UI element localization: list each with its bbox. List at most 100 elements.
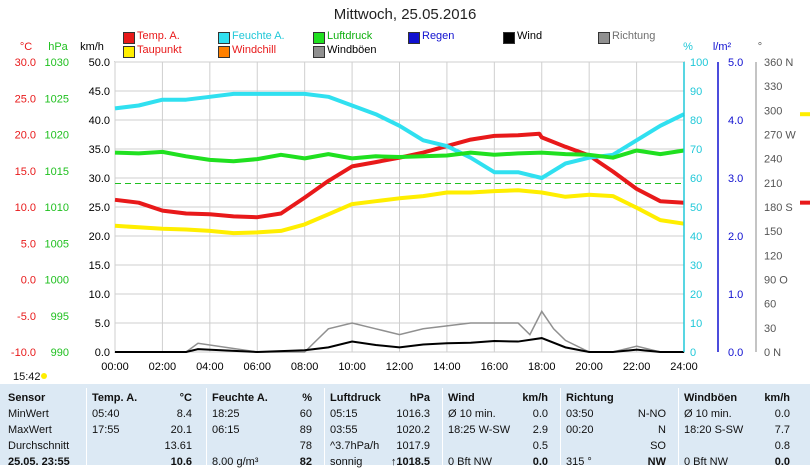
x-tick-label: 06:00 [243, 361, 271, 373]
axis-tick-label-wind: 0.0 [95, 347, 110, 359]
axis-tick-label-direction: 210 [764, 178, 782, 190]
axis-tick-label-wind: 20.0 [89, 231, 110, 243]
chart-title: Mittwoch, 25.05.2016 [333, 6, 477, 23]
axis-tick-label-wind: 45.0 [89, 86, 110, 98]
axis-tick-label-direction: 90 O [764, 275, 788, 287]
table-cell-sub: 03:50 [566, 408, 594, 420]
axis-tick-label-temp: 25.0 [15, 93, 36, 105]
table-cell-sub: 03:55 [330, 424, 358, 436]
series-taupunkt [114, 188, 685, 236]
axis-tick-label-rain: 1.0 [728, 289, 743, 301]
table-cell-value: ↑1018.5 [390, 456, 430, 468]
table-cell-value: 1016.3 [396, 408, 430, 420]
axis-tick-label-humidity: 50 [690, 202, 702, 214]
table-cell-value: N [658, 424, 666, 436]
table-header: Luftdruck [330, 392, 381, 404]
table-divider [442, 388, 443, 465]
table-cell-value: 7.7 [774, 424, 790, 436]
table-header-unit: °C [179, 392, 192, 404]
axis-tick-label-rain: 3.0 [728, 173, 743, 185]
legend-label: Feuchte A. [232, 30, 285, 42]
table-cell-sub: Ø 10 min. [684, 408, 732, 420]
axis-tick-label-temp: 20.0 [15, 130, 36, 142]
table-cell-value: NW [647, 456, 666, 468]
chart-axes: 30.025.020.015.010.05.00.0-5.0-10.010301… [11, 57, 810, 359]
table-header-unit: km/h [764, 392, 790, 404]
axis-tick-label-direction: 150 [764, 226, 782, 238]
x-tick-label: 18:00 [528, 361, 556, 373]
axis-tick-label-direction: 0 N [764, 347, 781, 359]
axis-tick-label-temp: 10.0 [15, 202, 36, 214]
axis-tick-label-direction: 300 [764, 105, 782, 117]
table-cell-sub: 00:20 [566, 424, 594, 436]
axis-tick-label-direction: 360 N [764, 57, 793, 69]
legend-label: Wind [517, 30, 543, 42]
table-cell-value: 0.8 [774, 440, 790, 452]
axis-tick-label-temp: 30.0 [15, 57, 36, 69]
axis-tick-label-pressure: 1020 [45, 130, 69, 142]
weather-chart: 30.025.020.015.010.05.00.0-5.0-10.010301… [11, 41, 810, 373]
axis-tick-label-pressure: 990 [51, 347, 69, 359]
table-cell-value: 8.4 [176, 408, 192, 420]
table-header-unit: % [302, 392, 312, 404]
x-tick-label: 16:00 [481, 361, 509, 373]
legend-label: Regen [422, 30, 455, 42]
axis-tick-label-pressure: 1015 [45, 166, 69, 178]
table-header: Temp. A. [92, 392, 138, 404]
table-cell-sub: 18:20 S-SW [684, 424, 744, 436]
legend-swatch [313, 32, 325, 44]
table-cell-value: SO [650, 440, 666, 452]
legend-swatch [218, 32, 230, 44]
axis-tick-label-direction: 330 [764, 81, 782, 93]
axis-tick-label-pressure: 1010 [45, 202, 69, 214]
table-cell-value: 78 [299, 440, 312, 452]
series-luftdruck [114, 148, 685, 164]
legend-label: Windböen [327, 44, 377, 56]
x-tick-label: 22:00 [623, 361, 651, 373]
table-divider [86, 388, 87, 465]
dewpoint-current-marker [800, 112, 810, 117]
axis-tick-label-humidity: 90 [690, 86, 702, 98]
axis-tick-label-pressure: 1025 [45, 93, 69, 105]
axis-tick-label-direction: 270 W [764, 130, 796, 142]
axis-tick-label-pressure: 995 [51, 311, 69, 323]
table-cell-sub: ^3.7hPa/h [330, 440, 380, 452]
axis-tick-label-humidity: 40 [690, 231, 702, 243]
axis-tick-label-humidity: 70 [690, 144, 702, 156]
table-cell-sub: 17:55 [92, 424, 120, 436]
current-time: 15:42 [13, 371, 41, 383]
table-header: Windböen [684, 392, 738, 404]
table-cell-value: 1017.9 [396, 440, 430, 452]
x-axis-ticks: 00:00 02:00 04:00 06:00 08:00 10:00 12:00 14:00… [101, 361, 698, 373]
table-cell-value: 89 [299, 424, 312, 436]
table-cell-sub: Ø 10 min. [448, 408, 496, 420]
axis-tick-label-rain: 2.0 [728, 231, 743, 243]
temp-current-marker [800, 200, 810, 205]
x-tick-label: 10:00 [338, 361, 366, 373]
x-tick-label: 24:00 [670, 361, 698, 373]
sun-marker-icon [41, 373, 47, 379]
axis-tick-label-temp: 15.0 [15, 166, 36, 178]
table-row-label: 25.05. 23:55 [8, 456, 70, 468]
axis-tick-label-pressure: 1030 [45, 57, 69, 69]
x-tick-label: 04:00 [196, 361, 224, 373]
legend-label: Windchill [232, 44, 277, 56]
table-cell-value: 2.9 [532, 424, 548, 436]
table-cell-value: N-NO [637, 408, 666, 420]
table-row-label: Durchschnitt [8, 440, 70, 452]
axis-tick-label-wind: 50.0 [89, 57, 110, 69]
table-header-unit: hPa [409, 392, 430, 404]
axis-tick-label-direction: 180 S [764, 202, 793, 214]
table-cell-value: 1020.2 [396, 424, 430, 436]
axis-tick-label-pressure: 1005 [45, 238, 69, 250]
x-tick-label: 08:00 [291, 361, 319, 373]
axis-tick-label-humidity: 80 [690, 115, 702, 127]
axis-unit-pressure: hPa [48, 41, 68, 53]
legend-swatch [218, 46, 230, 58]
table-cell-value: 82 [299, 456, 312, 468]
axis-unit-wind: km/h [80, 41, 104, 53]
x-tick-label: 14:00 [433, 361, 461, 373]
table-divider [678, 388, 679, 465]
x-tick-label: 00:00 [101, 361, 129, 373]
table-cell-value: 0.0 [774, 408, 790, 420]
